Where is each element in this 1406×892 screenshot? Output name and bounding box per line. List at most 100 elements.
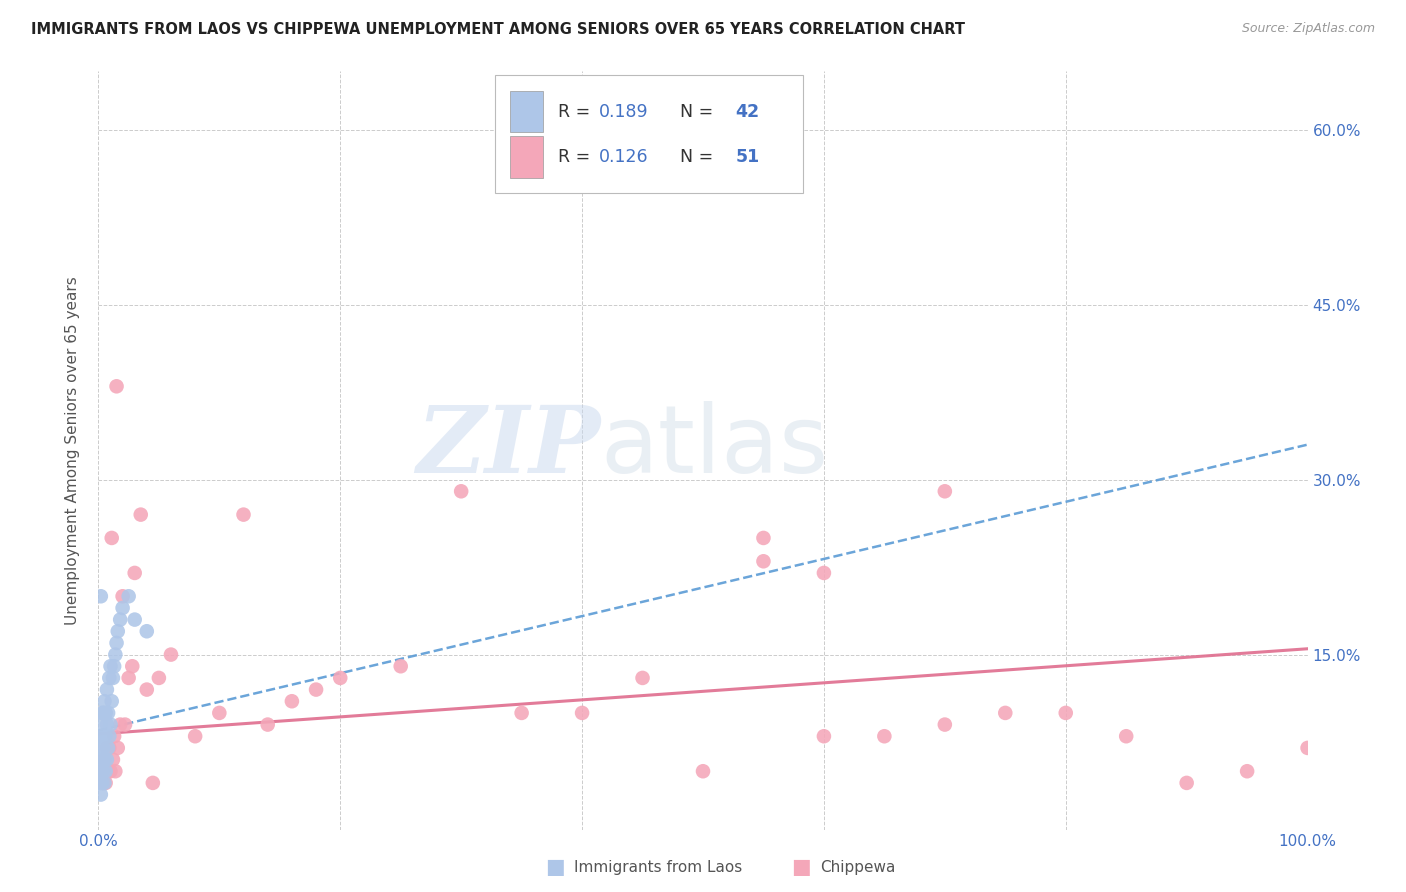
Point (208, 706, 231, 720)
Point (107, 740, 129, 755)
Point (184, 729, 207, 743)
Point (1296, 740, 1319, 755)
Point (98, 729, 121, 743)
Point (105, 379, 128, 393)
Point (104, 648, 127, 662)
Point (752, 531, 775, 545)
Point (232, 508, 254, 522)
Point (329, 671, 352, 685)
Point (100, 531, 122, 545)
Text: Immigrants from Laos: Immigrants from Laos (574, 860, 742, 874)
FancyBboxPatch shape (509, 91, 543, 132)
Y-axis label: Unemployment Among Seniors over 65 years: Unemployment Among Seniors over 65 years (65, 277, 80, 624)
Point (91, 753, 114, 767)
Point (89, 753, 111, 767)
Point (1236, 764, 1258, 779)
Point (1175, 776, 1198, 790)
Point (108, 717, 131, 731)
Point (104, 764, 127, 779)
Point (93, 753, 115, 767)
Point (105, 636, 128, 650)
Point (101, 753, 124, 767)
Text: ZIP: ZIP (416, 401, 600, 491)
Point (114, 717, 136, 731)
Point (90, 740, 112, 755)
Text: 0.126: 0.126 (599, 148, 648, 166)
Point (91, 776, 114, 790)
Text: ■: ■ (546, 857, 565, 877)
Point (118, 671, 141, 685)
Point (93, 753, 115, 767)
Point (1054, 706, 1077, 720)
Point (571, 706, 593, 720)
Point (90, 764, 112, 779)
Point (100, 694, 122, 708)
Point (100, 659, 122, 673)
Point (813, 566, 835, 580)
Point (97, 740, 120, 755)
Text: ■: ■ (792, 857, 811, 877)
Point (100, 764, 122, 779)
Text: 42: 42 (735, 103, 759, 120)
FancyBboxPatch shape (509, 136, 543, 178)
Text: 0.189: 0.189 (599, 103, 648, 120)
Point (100, 717, 122, 731)
Point (94, 764, 117, 779)
Point (934, 484, 956, 499)
Point (121, 659, 143, 673)
Text: R =: R = (558, 103, 596, 120)
Point (450, 484, 472, 499)
Text: 51: 51 (735, 148, 759, 166)
Point (91, 706, 114, 720)
Point (101, 671, 124, 685)
Text: N =: N = (669, 103, 718, 120)
Text: Source: ZipAtlas.com: Source: ZipAtlas.com (1241, 22, 1375, 36)
Point (124, 566, 146, 580)
Point (389, 659, 412, 673)
Text: atlas: atlas (600, 401, 828, 492)
Point (94, 706, 117, 720)
Point (111, 601, 134, 615)
Point (91, 740, 114, 755)
Point (108, 613, 131, 627)
Text: IMMIGRANTS FROM LAOS VS CHIPPEWA UNEMPLOYMENT AMONG SENIORS OVER 65 YEARS CORREL: IMMIGRANTS FROM LAOS VS CHIPPEWA UNEMPLO… (31, 22, 965, 37)
Point (148, 671, 170, 685)
Point (1115, 729, 1137, 743)
Point (98, 671, 121, 685)
Text: R =: R = (558, 148, 596, 166)
Point (135, 682, 157, 697)
Point (94, 729, 117, 743)
Point (103, 659, 125, 673)
Point (142, 776, 165, 790)
Point (91, 764, 114, 779)
Point (97, 706, 120, 720)
Point (96, 753, 118, 767)
Point (90, 717, 112, 731)
Point (97, 764, 120, 779)
Point (256, 717, 278, 731)
Point (160, 648, 183, 662)
Point (510, 706, 533, 720)
Point (129, 508, 152, 522)
Point (994, 706, 1017, 720)
Point (118, 589, 141, 603)
Point (631, 671, 654, 685)
Point (89, 776, 111, 790)
Point (752, 554, 775, 568)
Point (96, 717, 118, 731)
Point (93, 729, 115, 743)
Point (91, 764, 114, 779)
Point (111, 589, 134, 603)
Point (96, 682, 118, 697)
Point (813, 729, 835, 743)
Point (91, 776, 114, 790)
Point (281, 694, 304, 708)
Point (103, 729, 125, 743)
Point (90, 788, 112, 802)
Point (124, 613, 146, 627)
Point (98, 740, 121, 755)
Point (94, 776, 117, 790)
Text: N =: N = (669, 148, 718, 166)
Point (107, 624, 129, 639)
Point (934, 717, 956, 731)
